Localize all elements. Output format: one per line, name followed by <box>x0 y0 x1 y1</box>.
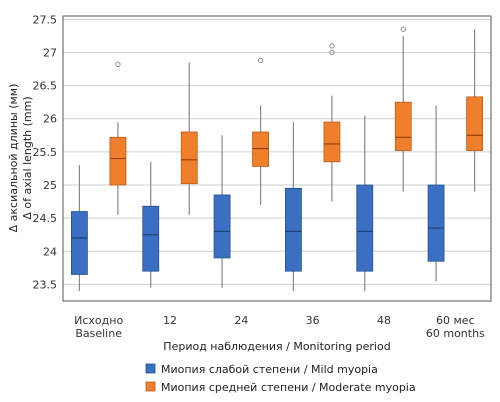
box-series <box>71 26 483 292</box>
y-tick-label: 27 <box>43 46 57 59</box>
y-tick-label: 26.5 <box>33 80 58 93</box>
legend: Миопия слабой степени / Mild myopia Миоп… <box>145 363 416 394</box>
box <box>71 211 88 275</box>
box <box>142 205 160 272</box>
box <box>180 131 198 185</box>
x-tick-label: 12 <box>163 314 177 327</box>
series-0 <box>71 105 445 292</box>
box <box>323 121 341 163</box>
legend-swatch-moderate <box>145 381 156 392</box>
y-tick-label: 24 <box>43 245 57 258</box>
y-axis-title-line2: Δ of axial length (mm) <box>21 96 34 219</box>
legend-label-mild: Миопия слабой степени / Mild myopia <box>161 363 378 376</box>
legend-label-moderate: Миопия средней степени / Moderate myopia <box>161 381 416 394</box>
plot-frame <box>62 15 492 302</box>
box <box>285 187 302 272</box>
outlier-point <box>257 57 264 64</box>
box <box>427 184 445 262</box>
box <box>213 194 231 259</box>
box <box>252 131 269 167</box>
x-tick-label-line2: 60 months <box>426 327 485 340</box>
x-tick-label-line2: Baseline <box>75 327 122 340</box>
x-tick-label: 60 мес <box>436 314 475 327</box>
series-1 <box>109 26 483 215</box>
x-tick-label: Исходно <box>74 314 123 327</box>
legend-swatch-mild <box>145 363 156 374</box>
grid-lines <box>63 18 491 285</box>
x-tick-label: 36 <box>306 314 320 327</box>
x-axis-title: Период наблюдения / Monitoring period <box>163 340 390 353</box>
y-tick-label: 23.5 <box>33 278 58 291</box>
y-tick-label: 25.5 <box>33 146 58 159</box>
x-tick-label: 24 <box>234 314 248 327</box>
outlier-point <box>329 49 335 56</box>
outlier-point <box>329 43 335 49</box>
box <box>466 96 483 151</box>
y-tick-label: 27.5 <box>33 13 58 26</box>
box <box>356 184 374 272</box>
y-tick-label: 24.5 <box>33 212 58 225</box>
x-tick-label: 48 <box>377 314 391 327</box>
y-tick-label: 26 <box>43 113 57 126</box>
box <box>394 101 412 151</box>
box <box>109 136 127 186</box>
y-axis-title-line1: Δ аксиальной длины (мм) <box>7 84 20 233</box>
y-axis-ticks: 23.5 24 24.5 25 25.5 26 26.5 27 27.5 <box>33 13 58 291</box>
outlier-point <box>400 26 406 32</box>
y-tick-label: 25 <box>43 179 57 192</box>
outlier-point <box>115 61 121 68</box>
